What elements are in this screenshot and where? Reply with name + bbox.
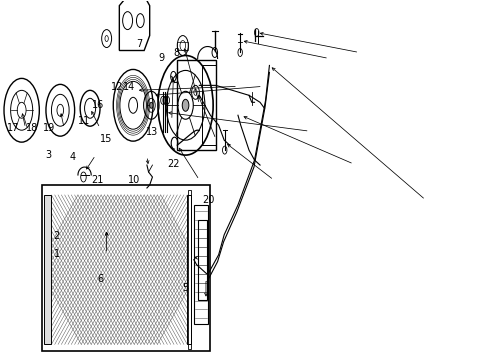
Text: 8: 8 — [173, 48, 179, 58]
Text: 10: 10 — [128, 175, 140, 185]
Circle shape — [182, 99, 188, 111]
Text: 1: 1 — [54, 248, 61, 258]
Text: 22: 22 — [167, 159, 179, 169]
Text: 12: 12 — [110, 82, 122, 92]
Bar — [188, 190, 190, 349]
Text: 16: 16 — [92, 100, 104, 110]
Text: 17: 17 — [7, 123, 19, 133]
Text: 6: 6 — [97, 274, 103, 284]
Bar — [177, 41, 188, 50]
Bar — [202, 66, 216, 145]
Text: 3: 3 — [45, 150, 51, 160]
Text: 11: 11 — [78, 116, 90, 126]
Text: 9: 9 — [158, 53, 164, 63]
Bar — [177, 60, 216, 150]
Text: 2: 2 — [53, 231, 59, 240]
Text: 7: 7 — [136, 39, 142, 49]
Text: 4: 4 — [69, 152, 75, 162]
Bar — [42, 185, 210, 351]
Bar — [198, 220, 206, 300]
Circle shape — [288, 217, 297, 233]
Text: 20: 20 — [202, 195, 214, 205]
Text: 21: 21 — [91, 175, 104, 185]
Circle shape — [149, 102, 153, 108]
Text: 5: 5 — [182, 283, 188, 293]
Text: 13: 13 — [145, 127, 158, 136]
Bar — [193, 205, 207, 324]
Text: 18: 18 — [25, 123, 38, 133]
Text: 19: 19 — [43, 123, 55, 133]
Text: 14: 14 — [122, 82, 135, 92]
Bar — [43, 195, 51, 345]
Circle shape — [298, 219, 307, 235]
Text: 15: 15 — [100, 134, 112, 144]
Bar — [186, 195, 191, 345]
